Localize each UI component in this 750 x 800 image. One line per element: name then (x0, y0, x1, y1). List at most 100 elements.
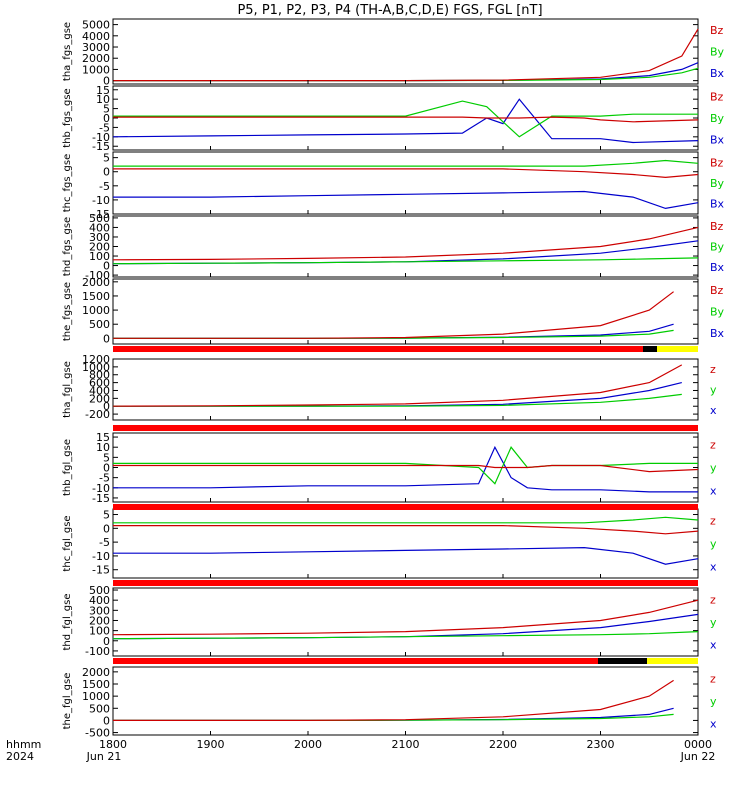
legend-entry-bz: Bz (710, 284, 724, 297)
flag-bar-segment (113, 580, 698, 586)
y-tick-label: 1000 (82, 361, 110, 374)
y-tick-label: -500 (85, 727, 110, 740)
y-tick-label: 10 (96, 93, 110, 106)
y-axis-label: the_fgl_gse (62, 673, 73, 730)
y-tick-label: 5000 (82, 19, 110, 32)
y-tick-label: 5 (103, 509, 110, 522)
y-tick-label: 400 (89, 384, 110, 397)
legend-entry-z: z (710, 593, 716, 606)
series-line-x (113, 546, 699, 565)
y-tick-label: 1000 (82, 63, 110, 76)
flag-bar-segment (598, 658, 647, 664)
y-tick-label: 1200 (82, 353, 110, 366)
series-line-bz (112, 226, 699, 261)
series-line-z (112, 364, 683, 407)
y-tick-label: 100 (89, 625, 110, 638)
legend-entry-bx: Bx (710, 133, 725, 146)
y-tick-label: -100 (85, 645, 110, 658)
y-tick-label: 1500 (82, 678, 110, 691)
panel-frame (112, 151, 699, 215)
x-tick-label: 2000 (294, 738, 322, 751)
y-tick-label: -5 (99, 536, 110, 549)
y-tick-label: 0 (103, 75, 110, 88)
series-line-bz (113, 116, 699, 123)
legend-entry-x: x (710, 485, 717, 498)
y-tick-label: 5 (103, 152, 110, 165)
y-tick-label: -100 (85, 269, 110, 282)
series-line-y (113, 446, 698, 485)
y-tick-label: 0 (103, 260, 110, 273)
y-tick-label: 300 (89, 231, 110, 244)
y-tick-label: 500 (89, 318, 110, 331)
x-tick-label: 2100 (392, 738, 420, 751)
x-date-right: Jun 22 (680, 750, 716, 763)
y-tick-label: 0 (103, 332, 110, 345)
y-tick-label: -200 (85, 408, 110, 421)
y-axis-label: thd_fgl_gse (62, 594, 73, 651)
y-tick-label: 500 (89, 584, 110, 597)
series-line-y (112, 631, 699, 640)
flag-bar-segment (113, 346, 643, 352)
legend-entry-by: By (710, 112, 725, 125)
legend-entry-by: By (710, 177, 725, 190)
y-tick-label: 0 (103, 714, 110, 727)
x-tick-label: 1900 (197, 738, 225, 751)
y-tick-label: -15 (92, 492, 110, 505)
legend-entry-bx: Bx (710, 261, 725, 274)
legend-entry-y: y (710, 538, 717, 551)
legend-entry-bz: Bz (710, 91, 724, 104)
y-tick-label: 500 (89, 212, 110, 225)
y-axis-label: thb_fgs_gse (62, 88, 73, 147)
y-tick-label: 600 (89, 377, 110, 390)
y-tick-label: 0 (103, 400, 110, 413)
legend-entry-x: x (710, 404, 717, 417)
series-line-y (113, 516, 699, 524)
legend-entry-x: x (710, 639, 717, 652)
series-line-bx (112, 240, 699, 265)
series-line-z (112, 599, 699, 636)
panel-frame (112, 18, 699, 85)
panel-frame (112, 432, 699, 503)
legend-entry-bx: Bx (710, 327, 725, 340)
y-tick-label: 2000 (82, 52, 110, 65)
flag-bar-segment (113, 658, 647, 664)
y-tick-label: -10 (92, 482, 110, 495)
x-date-left: Jun 21 (86, 750, 122, 763)
y-tick-label: 0 (103, 635, 110, 648)
series-line-bx (112, 98, 699, 144)
y-tick-label: 400 (89, 221, 110, 234)
panel-thc-fgl-gse: -15-10-505 thc_fgl_gse zyx (62, 508, 717, 579)
x-corner-label-top: hhmm (6, 738, 41, 751)
legend-entry-z: z (710, 672, 716, 685)
series-line-z (113, 464, 699, 473)
legend-entry-by: By (710, 306, 725, 319)
y-tick-label: 100 (89, 250, 110, 263)
y-tick-label: 0 (103, 112, 110, 125)
flag-bar-segment (657, 346, 698, 352)
series-line-x (113, 445, 698, 493)
data-quality-flags (113, 346, 698, 664)
panel-frame (112, 666, 699, 736)
series-line-by (113, 100, 698, 138)
y-tick-label: -5 (99, 472, 110, 485)
panel-thc-fgs-gse: -15-10-505 thc_fgs_gse Bz By Bx (62, 151, 725, 221)
y-tick-label: -10 (92, 131, 110, 144)
legend-entry-bx: Bx (710, 198, 725, 211)
y-axis-label: thc_fgl_gse (62, 515, 73, 571)
legend-entry-y: y (710, 616, 717, 629)
y-tick-label: 15 (96, 431, 110, 444)
y-axis-label: the_fgs_gse (62, 282, 73, 341)
series-line-bz (113, 28, 699, 82)
legend-entry-by: By (710, 241, 725, 254)
y-tick-label: 200 (89, 392, 110, 405)
legend-entry-y: y (710, 695, 717, 708)
series-line-z (113, 679, 674, 722)
legend-entry-x: x (710, 718, 717, 731)
flag-bar-segment (647, 658, 698, 664)
